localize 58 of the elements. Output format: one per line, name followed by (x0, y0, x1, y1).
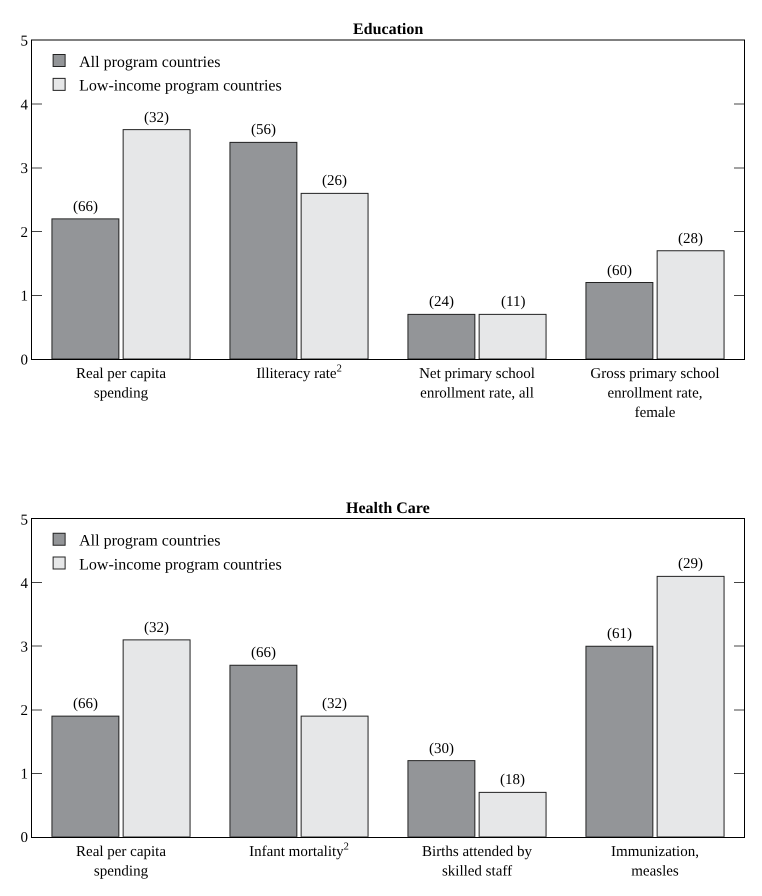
x-tick-label: Births attended by skilled staff (422, 844, 532, 880)
y-tick-label: 3 (20, 639, 28, 656)
bar (585, 282, 654, 359)
annotation: (18) (500, 772, 525, 788)
bar (229, 142, 298, 359)
annotation: (32) (144, 620, 169, 636)
annotation: (61) (607, 626, 632, 642)
bar (300, 716, 369, 837)
bar (656, 576, 725, 837)
legend-label: Low-income program countries (79, 78, 282, 95)
bar (51, 218, 120, 359)
annotation: (28) (678, 231, 703, 247)
legend-label: Low-income program countries (79, 556, 282, 574)
bar (407, 314, 476, 359)
y-tick-label: 5 (20, 512, 28, 528)
annotation: (32) (322, 696, 347, 712)
y-tick-label: 4 (20, 576, 28, 592)
x-tick-label: Illiteracy rate$^{2}$ (256, 364, 342, 382)
annotation: (11) (501, 294, 526, 310)
legend-label: All program countries (79, 532, 220, 550)
bar (122, 639, 191, 837)
y-tick-label: 5 (20, 34, 28, 50)
bar (300, 192, 369, 359)
bar (478, 314, 547, 359)
y-tick-label: 0 (20, 830, 28, 846)
annotation: (24) (429, 294, 454, 310)
annotation: (66) (251, 645, 276, 661)
annotation: (26) (322, 173, 347, 189)
annotation: (32) (144, 110, 169, 126)
y-tick-label: 4 (20, 97, 28, 114)
chart-title: Health Care (346, 500, 430, 517)
x-tick-label: Real per capita spending (76, 366, 166, 402)
x-tick-label: Immunization, measles (611, 844, 699, 880)
x-tick-label: Real per capita spending (76, 844, 166, 880)
annotation: (60) (607, 263, 632, 279)
bar (656, 250, 725, 359)
bar (407, 760, 476, 837)
bar (122, 129, 191, 359)
legend-label: All program countries (79, 54, 220, 71)
x-tick-label: Net primary school enrollment rate, all (419, 366, 535, 402)
bar (478, 792, 547, 837)
x-tick-label: Gross primary school enrollment rate, female (590, 366, 720, 421)
annotation: (66) (73, 696, 98, 712)
annotation: (30) (429, 741, 454, 757)
y-tick-label: 1 (20, 288, 28, 305)
y-tick-label: 3 (20, 161, 28, 178)
y-tick-label: 0 (20, 352, 28, 368)
bar (229, 664, 298, 837)
annotation: (29) (678, 556, 703, 572)
bar (51, 716, 120, 837)
bar (585, 646, 654, 837)
y-tick-label: 2 (20, 703, 28, 720)
annotation: (66) (73, 199, 98, 215)
chart-title: Education (353, 21, 424, 38)
x-tick-label: Infant mortality$^{2}$ (249, 842, 349, 860)
y-tick-label: 1 (20, 766, 28, 783)
annotation: (56) (251, 122, 276, 138)
y-tick-label: 2 (20, 224, 28, 241)
